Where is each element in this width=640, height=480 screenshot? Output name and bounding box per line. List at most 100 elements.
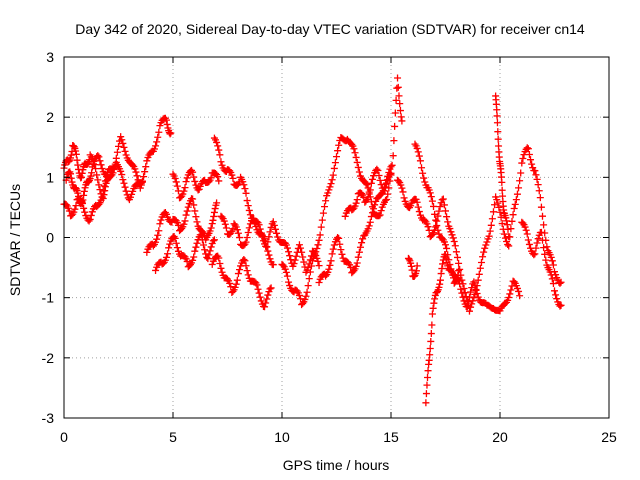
data-point [65, 207, 73, 215]
data-point [518, 159, 526, 167]
data-point [129, 161, 137, 169]
data-point [442, 241, 449, 249]
data-point [152, 238, 160, 246]
data-point [317, 223, 325, 231]
data-point [250, 215, 258, 223]
data-point [166, 240, 174, 248]
data-point [451, 242, 459, 250]
data-point [471, 282, 479, 290]
data-point [313, 245, 321, 253]
data-point [191, 177, 199, 185]
data-point [171, 234, 179, 242]
data-point [190, 173, 198, 181]
data-point [115, 142, 122, 150]
data-point [453, 253, 461, 261]
data-point [67, 151, 75, 159]
data-point [266, 285, 274, 293]
data-point [367, 179, 375, 187]
data-point [354, 253, 362, 261]
data-point [257, 297, 265, 305]
data-point [549, 280, 557, 288]
data-point [335, 234, 343, 242]
data-point [267, 284, 275, 292]
data-point [234, 270, 242, 278]
data-point [494, 199, 502, 207]
data-point [88, 169, 96, 177]
data-point [301, 295, 309, 303]
data-point [435, 207, 443, 215]
data-point [427, 193, 435, 201]
data-point [498, 178, 506, 186]
data-point [156, 122, 164, 130]
data-point [251, 219, 259, 227]
series-track-j [278, 74, 406, 309]
data-point [326, 261, 334, 269]
data-point [512, 196, 520, 204]
data-point [213, 199, 221, 207]
data-point [232, 280, 240, 288]
data-point [192, 213, 200, 221]
data-point [355, 168, 363, 176]
data-point [373, 165, 381, 173]
data-point [465, 293, 473, 301]
data-point [217, 264, 225, 272]
data-point [371, 201, 379, 209]
data-point [460, 297, 468, 305]
data-point [523, 230, 531, 238]
data-point [427, 337, 435, 345]
data-point [98, 193, 106, 201]
data-point [292, 252, 300, 260]
data-point [447, 228, 455, 236]
data-point [491, 201, 499, 209]
data-point [543, 243, 551, 251]
data-point [548, 257, 556, 265]
data-point [398, 117, 406, 125]
data-point [513, 190, 521, 198]
data-point [549, 261, 557, 269]
data-point [85, 217, 93, 225]
data-point [354, 163, 362, 171]
data-point [350, 145, 358, 153]
data-point [533, 175, 541, 183]
y-tick-label: -1 [42, 290, 55, 306]
data-point [217, 158, 225, 166]
data-point [524, 145, 532, 153]
data-point [422, 399, 430, 407]
data-point [363, 181, 371, 189]
data-point [240, 181, 248, 189]
data-point [557, 301, 565, 309]
data-point [463, 303, 471, 311]
data-point [240, 255, 248, 263]
data-point [506, 290, 514, 298]
data-point [442, 255, 450, 263]
data-point [101, 170, 109, 178]
data-point [434, 226, 442, 234]
data-point [405, 255, 413, 263]
data-point [426, 351, 434, 359]
data-point [335, 141, 343, 149]
data-point [534, 181, 542, 189]
x-axis-title: GPS time / hours [283, 457, 390, 473]
data-point [96, 157, 104, 165]
data-point [415, 208, 423, 216]
data-point [143, 248, 151, 256]
data-point [152, 142, 160, 150]
x-tick-label: 20 [492, 429, 508, 445]
data-point [486, 227, 494, 235]
data-point [283, 272, 291, 280]
data-point [424, 367, 432, 375]
data-point [507, 286, 515, 294]
data-point [464, 298, 472, 306]
data-point [263, 295, 271, 303]
data-point [396, 107, 404, 115]
data-point [358, 190, 366, 198]
data-point [391, 122, 399, 130]
data-point [542, 256, 550, 264]
data-point [210, 208, 218, 216]
data-point [262, 299, 270, 307]
data-point [65, 157, 73, 165]
data-point [436, 280, 444, 288]
data-point [498, 220, 506, 228]
data-point [515, 184, 523, 192]
series-track-f [169, 166, 223, 202]
